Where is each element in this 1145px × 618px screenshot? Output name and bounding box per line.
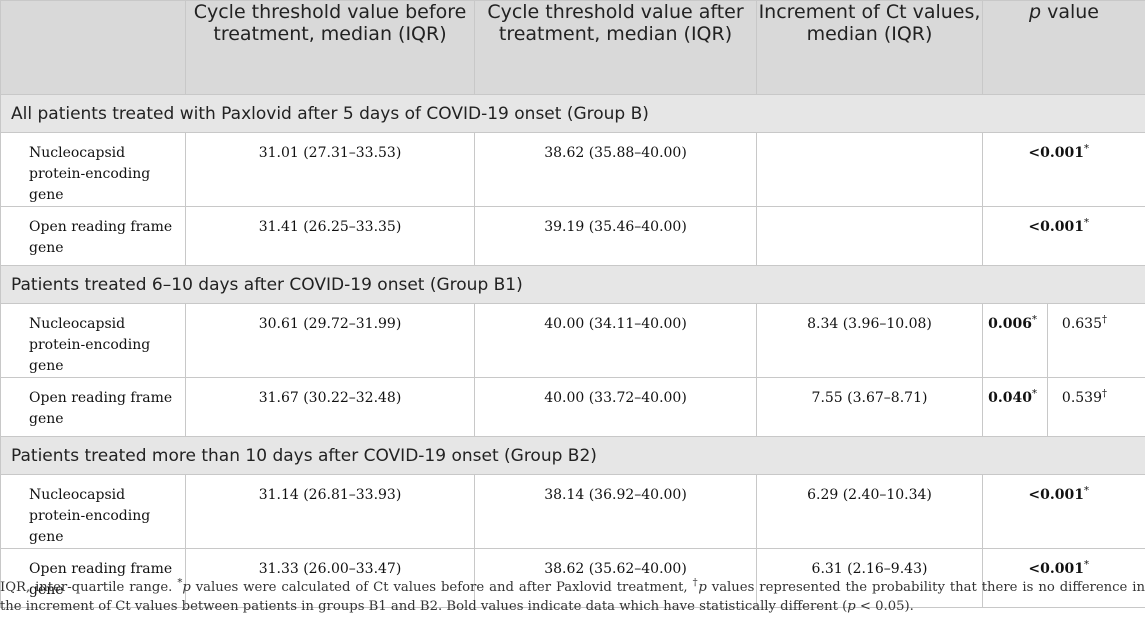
ct-before-value: 31.01 (27.31–33.53): [185, 132, 475, 207]
ct-after-value: 40.00 (34.11–40.00): [474, 303, 757, 378]
ct-increment-value: 6.31 (2.16–9.43): [756, 548, 983, 608]
footnote-p-italic-c: p: [847, 599, 856, 614]
footnote-part1: IQR, inter-quartile range.: [0, 580, 178, 595]
gene-label: Open reading frame gene: [0, 206, 186, 266]
p-value-mark: *: [1084, 143, 1089, 155]
footnote-mark-dagger: †: [692, 577, 699, 589]
p-value: <0.001: [1028, 487, 1084, 503]
ct-before-value: 31.41 (26.25–33.35): [185, 206, 475, 266]
group-row-b: All patients treated with Paxlovid after…: [0, 94, 1145, 133]
ct-after-value: 38.14 (36.92–40.00): [474, 474, 757, 549]
p-value-cell: <0.001*: [982, 474, 1145, 549]
footnote-part4: < 0.05).: [855, 599, 914, 614]
header-row: Cycle threshold value before treatment, …: [0, 0, 1145, 95]
footnote-p-italic-b: p: [698, 580, 707, 595]
ct-increment-value: 7.55 (3.67–8.71): [756, 377, 983, 437]
p-value: 0.040: [988, 390, 1032, 406]
ct-after-value: 40.00 (33.72–40.00): [474, 377, 757, 437]
p-value-cell: <0.001*: [982, 206, 1145, 266]
footnote-p-italic-a: p: [182, 580, 191, 595]
ct-increment-value: 6.29 (2.40–10.34): [756, 474, 983, 549]
ct-before-value: 31.33 (26.00–33.47): [185, 548, 475, 608]
header-p-value: p value: [982, 0, 1145, 95]
p-value: <0.001: [1028, 145, 1084, 161]
p-value: <0.001: [1028, 219, 1084, 235]
p-value-mark: *: [1084, 217, 1089, 229]
group-title: All patients treated with Paxlovid after…: [0, 94, 1145, 133]
table-row: Open reading frame gene 31.33 (26.00–33.…: [0, 548, 1145, 608]
p-value-mark: *: [1032, 314, 1037, 326]
p-value: 0.006: [988, 316, 1032, 332]
group-title: Patients treated 6–10 days after COVID-1…: [0, 265, 1145, 304]
header-p-italic: p: [1029, 1, 1042, 23]
ct-before-value: 30.61 (29.72–31.99): [185, 303, 475, 378]
footnote-part2: values were calculated of Ct values befo…: [190, 580, 693, 595]
p-value-mark: *: [1084, 559, 1089, 571]
ct-increment-value: [756, 132, 983, 207]
ct-increment-value: [756, 206, 983, 266]
ct-increment-value: 8.34 (3.96–10.08): [756, 303, 983, 378]
ct-after-value: 39.19 (35.46–40.00): [474, 206, 757, 266]
table-row: Nucleocapsid protein-encoding gene 30.61…: [0, 303, 1145, 378]
ct-before-value: 31.67 (30.22–32.48): [185, 377, 475, 437]
group-row-b1: Patients treated 6–10 days after COVID-1…: [0, 265, 1145, 304]
table-row: Open reading frame gene 31.41 (26.25–33.…: [0, 206, 1145, 266]
p-value-increment-cell: 0.539†: [1047, 377, 1145, 437]
p-value-cell: <0.001*: [982, 132, 1145, 207]
p-value-mark: *: [1084, 485, 1089, 497]
header-ct-after: Cycle threshold value after treatment, m…: [474, 0, 757, 95]
table-row: Open reading frame gene 31.67 (30.22–32.…: [0, 377, 1145, 437]
p-value-increment-cell: 0.635†: [1047, 303, 1145, 378]
table-footnote: IQR, inter-quartile range. *p values wer…: [0, 578, 1145, 616]
footnote-mark-star: *: [177, 577, 183, 589]
p-value-increment-mark: †: [1102, 388, 1107, 400]
ct-before-value: 31.14 (26.81–33.93): [185, 474, 475, 549]
group-title: Patients treated more than 10 days after…: [0, 436, 1145, 475]
p-value-increment: 0.635: [1061, 316, 1102, 332]
p-value-mark: *: [1032, 388, 1037, 400]
ct-after-value: 38.62 (35.62–40.00): [474, 548, 757, 608]
header-empty: [0, 0, 186, 95]
gene-label: Nucleocapsid protein-encoding gene: [0, 474, 186, 549]
header-ct-increment: Increment of Ct values, median (IQR): [756, 0, 983, 95]
table-row: Nucleocapsid protein-encoding gene 31.14…: [0, 474, 1145, 549]
gene-label: Open reading frame gene: [0, 548, 186, 608]
p-value-cell: 0.006*: [982, 303, 1048, 378]
p-value-increment-mark: †: [1102, 314, 1107, 326]
p-value-increment: 0.539: [1061, 390, 1102, 406]
p-value: <0.001: [1028, 561, 1084, 577]
gene-label: Open reading frame gene: [0, 377, 186, 437]
gene-label: Nucleocapsid protein-encoding gene: [0, 303, 186, 378]
header-ct-before: Cycle threshold value before treatment, …: [185, 0, 475, 95]
header-p-rest: value: [1041, 1, 1099, 23]
footnote-part3: values represented the probability that …: [0, 580, 1145, 614]
ct-after-value: 38.62 (35.88–40.00): [474, 132, 757, 207]
group-row-b2: Patients treated more than 10 days after…: [0, 436, 1145, 475]
table-row: Nucleocapsid protein-encoding gene 31.01…: [0, 132, 1145, 207]
gene-label: Nucleocapsid protein-encoding gene: [0, 132, 186, 207]
p-value-cell: <0.001*: [982, 548, 1145, 608]
p-value-cell: 0.040*: [982, 377, 1048, 437]
